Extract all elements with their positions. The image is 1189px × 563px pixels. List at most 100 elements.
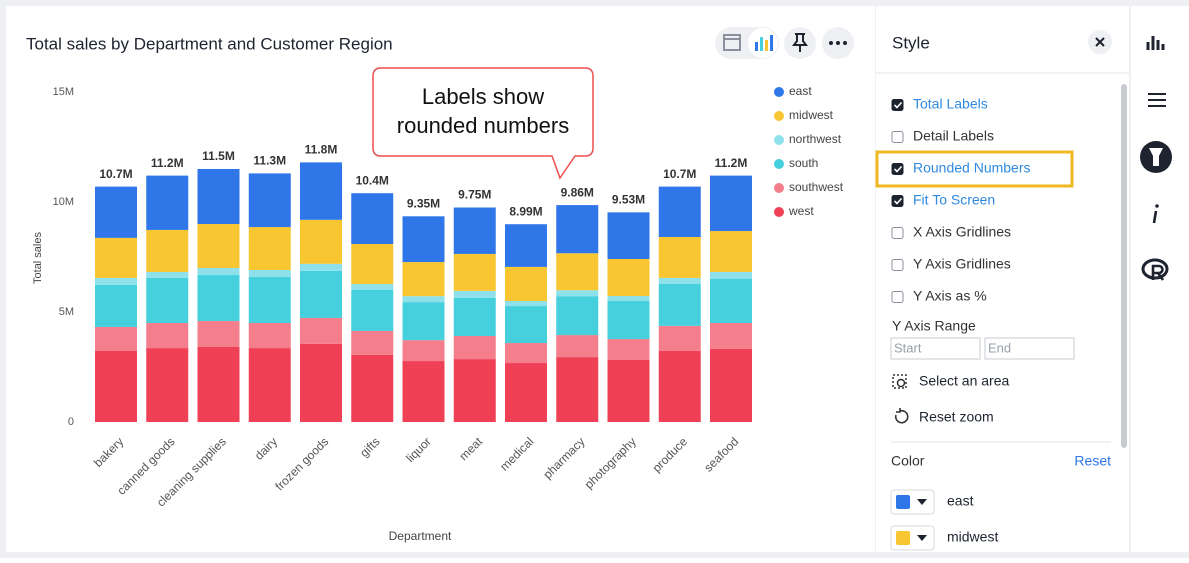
scrollbar[interactable] xyxy=(1121,84,1127,448)
option-label[interactable]: Fit To Screen xyxy=(913,192,995,208)
more-dot xyxy=(829,41,833,45)
legend-label[interactable]: east xyxy=(789,84,812,98)
bar-segment xyxy=(300,263,342,271)
select-area-icon xyxy=(896,378,906,388)
y-tick-label: 5M xyxy=(59,306,74,318)
bar-segment xyxy=(658,283,701,326)
checkbox[interactable] xyxy=(891,163,904,175)
bar-segment xyxy=(197,346,240,422)
bar-segment xyxy=(658,277,701,284)
checkbox[interactable] xyxy=(891,195,904,207)
chart-icon xyxy=(770,35,773,51)
bar-segment xyxy=(402,340,445,362)
highlight-box xyxy=(875,150,1074,188)
bar-segment xyxy=(402,296,445,303)
side-icons xyxy=(1140,36,1172,281)
bar-segment xyxy=(607,212,650,259)
action-select-area[interactable]: Select an area xyxy=(919,373,1009,389)
bar-segment xyxy=(453,253,496,291)
color-name: midwest xyxy=(947,529,998,545)
legend-label[interactable]: midwest xyxy=(789,108,834,122)
bar-segment xyxy=(505,301,547,307)
total-label: 11.2M xyxy=(151,156,184,170)
option-label[interactable]: Y Axis Gridlines xyxy=(913,256,1011,272)
dropdown-arrow xyxy=(917,535,927,541)
bar-segment xyxy=(197,169,240,224)
pin-button[interactable] xyxy=(784,27,816,59)
total-label: 9.86M xyxy=(561,185,594,199)
r-icon[interactable] xyxy=(1141,258,1169,280)
bar-segment xyxy=(146,348,189,422)
legend-marker[interactable] xyxy=(774,87,784,97)
y-tick-label: 0 xyxy=(68,416,74,428)
legend-label[interactable]: south xyxy=(789,156,818,170)
action-reset-zoom[interactable]: Reset zoom xyxy=(919,409,994,425)
option-label[interactable]: X Axis Gridlines xyxy=(913,224,1011,240)
checkbox[interactable] xyxy=(891,259,904,271)
bar-segment xyxy=(146,271,189,278)
bar-segment xyxy=(95,284,137,327)
legend-marker[interactable] xyxy=(774,183,784,193)
style-icon xyxy=(1149,148,1163,166)
table-icon[interactable] xyxy=(723,34,741,51)
bar-segment xyxy=(95,350,137,422)
legend-marker[interactable] xyxy=(774,135,784,145)
bar-segment xyxy=(248,227,291,270)
legend-label[interactable]: northwest xyxy=(789,132,842,146)
settings-icon[interactable] xyxy=(1148,93,1166,107)
bar-segment xyxy=(607,295,650,301)
total-label: 9.53M xyxy=(612,193,645,207)
bar-segment xyxy=(197,268,240,276)
legend-label[interactable]: southwest xyxy=(789,180,844,194)
info-icon[interactable] xyxy=(1155,204,1159,208)
total-label: 11.8M xyxy=(305,143,338,157)
bar-segment xyxy=(453,359,496,422)
checkbox[interactable] xyxy=(891,131,904,143)
legend-marker[interactable] xyxy=(774,159,784,169)
callout-box xyxy=(372,67,594,180)
checkbox[interactable] xyxy=(891,227,904,239)
reset-zoom-icon xyxy=(894,408,909,424)
bar-segment xyxy=(146,323,189,349)
style-panel xyxy=(876,6,1129,552)
chart-icon xyxy=(765,40,768,51)
bar-segment xyxy=(402,361,445,422)
bar-segment xyxy=(658,236,701,278)
bar-segment xyxy=(248,173,291,228)
bar-segment xyxy=(453,207,496,254)
bar-segment xyxy=(505,306,547,344)
bar-segment xyxy=(710,231,752,272)
range-end-input[interactable] xyxy=(984,337,1075,360)
checkbox[interactable] xyxy=(891,99,904,111)
legend-marker[interactable] xyxy=(774,207,784,217)
bar-segment xyxy=(351,354,394,422)
option-label[interactable]: Total Labels xyxy=(913,96,988,112)
option-label[interactable]: Rounded Numbers xyxy=(913,160,1031,176)
close-icon xyxy=(1095,37,1105,47)
bar-segment xyxy=(453,290,496,298)
chart-icon[interactable] xyxy=(1146,36,1165,50)
chart-icon xyxy=(755,42,758,51)
legend-marker[interactable] xyxy=(774,111,784,121)
bar-segment xyxy=(248,277,291,323)
side-bar xyxy=(1131,6,1189,552)
checkmark xyxy=(893,197,903,205)
range-start-input[interactable] xyxy=(890,337,981,360)
bar-segment xyxy=(95,277,137,285)
total-label: 11.5M xyxy=(202,149,235,163)
bar-segment xyxy=(351,284,394,290)
y-tick-label: 10M xyxy=(53,196,74,208)
bar-segment xyxy=(146,229,189,272)
bar-segment xyxy=(95,186,137,238)
option-label[interactable]: Y Axis as % xyxy=(913,288,987,304)
bar-segment xyxy=(453,297,496,336)
bar-segment xyxy=(607,359,650,422)
checkbox[interactable] xyxy=(891,291,904,303)
color-reset[interactable]: Reset xyxy=(1074,453,1111,469)
pin-icon xyxy=(792,33,808,52)
more-dot xyxy=(836,41,840,45)
checkmark xyxy=(893,165,903,173)
legend-label[interactable]: west xyxy=(788,204,814,218)
option-label[interactable]: Detail Labels xyxy=(913,128,994,144)
